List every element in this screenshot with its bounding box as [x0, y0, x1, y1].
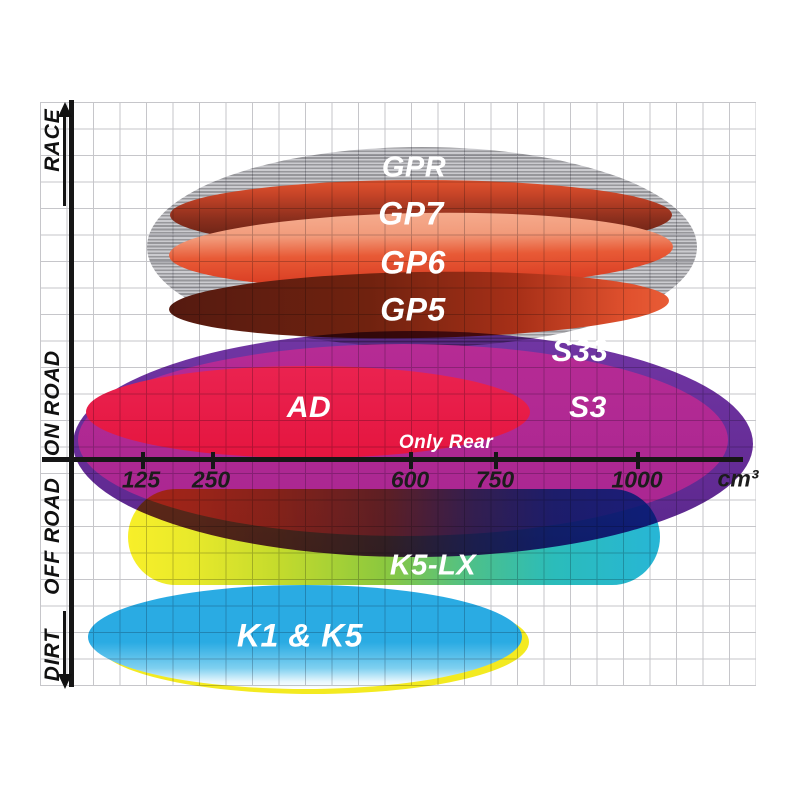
label-gp5: GP5	[380, 291, 446, 328]
x-tick-label-1000: 1000	[611, 466, 663, 493]
y-label-dirt: DIRT	[41, 628, 64, 682]
label-only-rear: Only Rear	[398, 432, 494, 453]
label-s3: S3	[569, 391, 607, 424]
y-label-off-road: OFF ROAD	[41, 477, 64, 595]
y-label-on-road: ON ROAD	[41, 349, 64, 457]
x-tick-label-125: 125	[121, 466, 161, 493]
x-tick-label-250: 250	[191, 466, 231, 493]
label-k1k5: K1 & K5	[236, 617, 364, 654]
label-gp6: GP6	[380, 244, 446, 281]
label-gpr: GPR	[381, 151, 447, 184]
label-s33: S33	[551, 333, 609, 368]
x-tick-label-750: 750	[475, 466, 515, 493]
x-axis-unit-label: cm³	[717, 465, 759, 492]
y-label-race: RACE	[41, 108, 64, 172]
label-k5lx: K5-LX	[389, 549, 477, 582]
label-ad: AD	[286, 391, 332, 424]
y-axis-line	[69, 100, 74, 687]
label-gp7: GP7	[378, 195, 444, 232]
x-tick-label-600: 600	[390, 466, 430, 493]
